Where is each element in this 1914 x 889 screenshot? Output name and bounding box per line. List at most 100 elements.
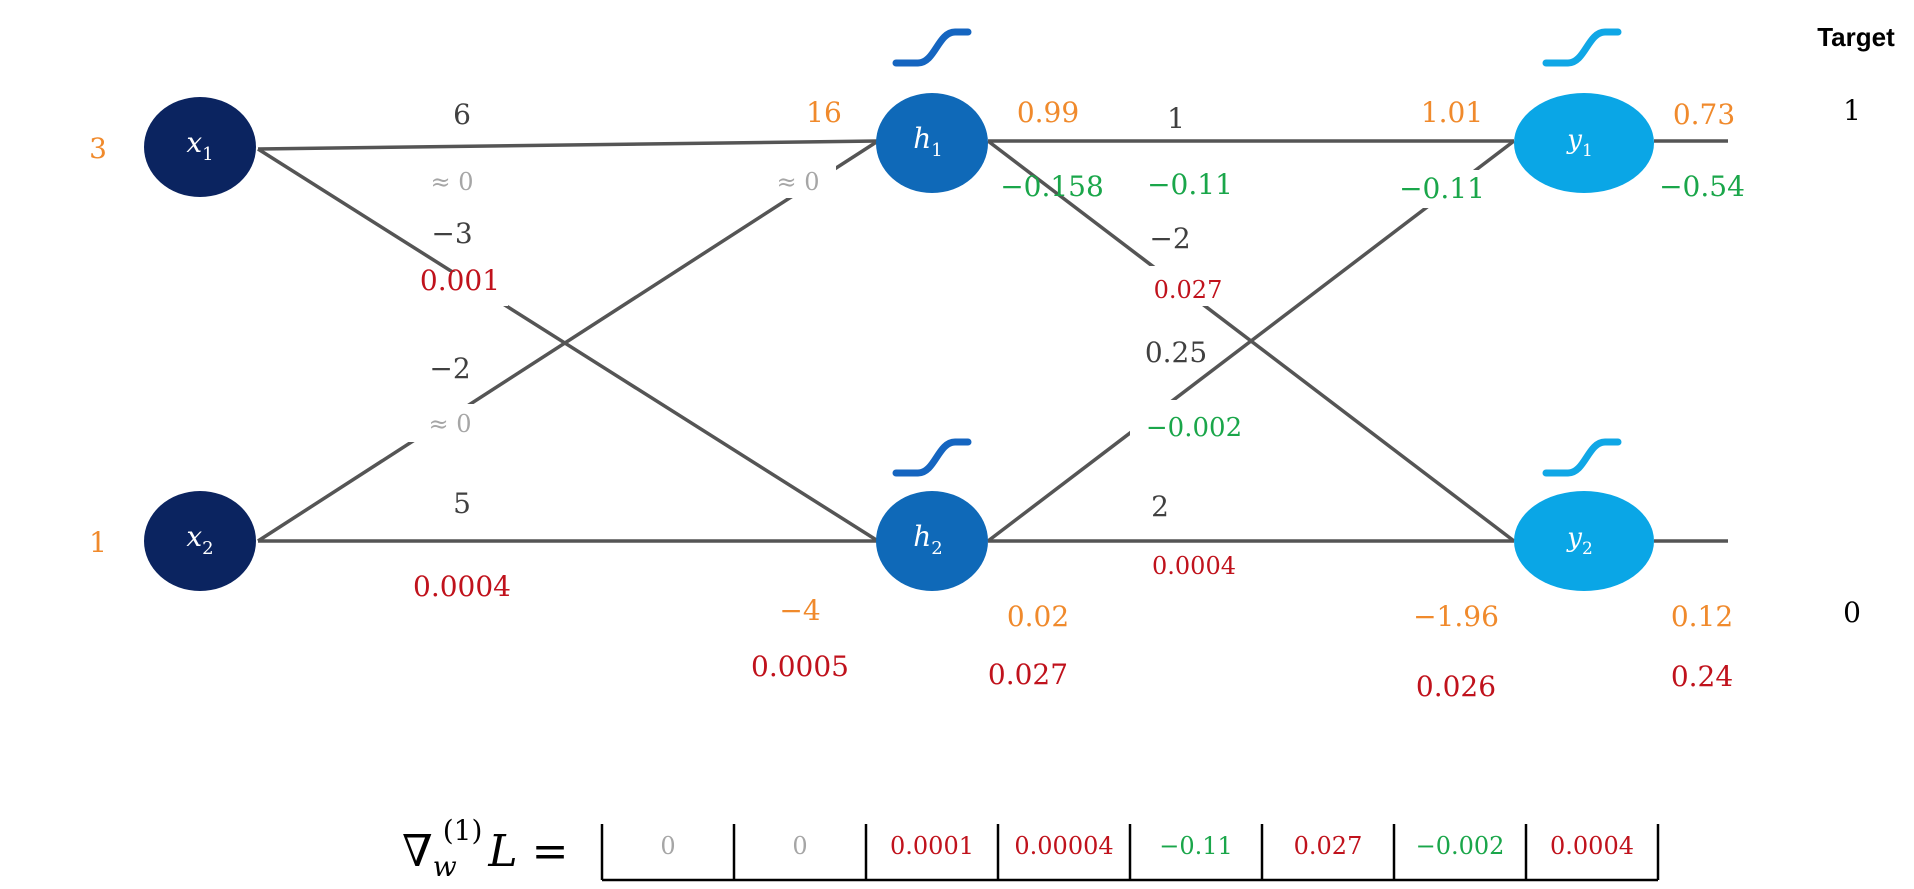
node-h1: h1 <box>876 93 988 193</box>
h2-activation-gradient: 0.027 <box>988 658 1068 691</box>
red-gradients-small: 0.027 0.0004 <box>1152 276 1236 580</box>
node-h2-sub: 2 <box>931 538 942 559</box>
y1-activation: 0.73 <box>1673 98 1735 131</box>
y1-pre-activation: 1.01 <box>1421 96 1483 129</box>
y2-pre-activation-gradient: 0.026 <box>1416 670 1496 703</box>
node-y1: y1 <box>1514 93 1654 193</box>
gradient-sub: w <box>433 850 457 883</box>
y1-pre-activation-gradient: −0.11 <box>1399 172 1485 205</box>
h1-activation-gradient: −0.158 <box>1000 170 1104 203</box>
vector-cell-value: 0.027 <box>1294 832 1363 860</box>
h2-activation: 0.02 <box>1007 600 1069 633</box>
forward-values: 16 0.99 1.01 0.73 −4 0.02 −1.96 0.12 <box>779 96 1735 633</box>
svg-text:y1: y1 <box>1566 125 1593 161</box>
vector-cell-value: 0.00004 <box>1014 832 1113 860</box>
target-column: Target 1 0 <box>1817 22 1895 629</box>
gradient-h1-y1: −0.11 <box>1147 168 1233 201</box>
node-x1: x1 <box>144 97 256 197</box>
gradient-vector-table: 0 0 0.0001 0.00004 −0.11 0.027 −0.002 0.0004 <box>600 824 1660 882</box>
activation-icons <box>892 28 1622 477</box>
edge-x2-h1 <box>257 139 879 543</box>
network-nodes: x1 x2 h1 h2 y1 y2 <box>144 93 1654 591</box>
gradient-x2-h1-upper: ≈ 0 <box>776 168 819 196</box>
target-y1: 1 <box>1843 94 1861 127</box>
target-header: Target <box>1817 22 1895 52</box>
vector-cell-value: 0.0001 <box>890 832 974 860</box>
gradient-x2-h1: ≈ 0 <box>428 410 471 438</box>
target-y2: 0 <box>1843 596 1861 629</box>
node-x2-name: x <box>186 520 202 553</box>
node-y1-sub: 1 <box>1582 141 1593 161</box>
y2-activation-gradient: 0.24 <box>1671 660 1733 693</box>
h1-activation: 0.99 <box>1017 96 1079 129</box>
svg-text:h1: h1 <box>913 122 943 161</box>
node-x2: x2 <box>144 491 256 591</box>
weight-h1-y2: −2 <box>1149 222 1190 255</box>
weight-h2-y2: 2 <box>1151 490 1169 523</box>
gradient-h1-y2: 0.027 <box>1154 276 1223 304</box>
label-backgrounds <box>384 160 1494 588</box>
gradient-h2-y2: 0.0004 <box>1152 552 1236 580</box>
gradient-x1-h1: ≈ 0 <box>430 168 473 196</box>
h2-pre-activation-gradient: 0.0005 <box>751 650 849 683</box>
node-y1-circle <box>1514 93 1654 193</box>
node-h2-name: h <box>913 520 931 553</box>
sigmoid-curve-icon <box>1542 28 1622 67</box>
gradient-h2-y1: −0.002 <box>1146 413 1242 443</box>
vector-cell-value: 0 <box>792 832 807 860</box>
vector-cell-value: −0.002 <box>1416 832 1505 860</box>
edge-x1-h2 <box>257 147 879 543</box>
sigmoid-curve-icon <box>1542 438 1622 477</box>
weight-x2-h1: −2 <box>429 352 470 385</box>
node-y2: y2 <box>1514 491 1654 591</box>
node-h1-sub: 1 <box>931 140 942 161</box>
weight-h1-y1: 1 <box>1167 102 1185 135</box>
node-x1-name: x <box>186 126 202 159</box>
gradient-sup: (1) <box>443 814 483 847</box>
node-y2-sub: 2 <box>1582 539 1593 559</box>
svg-text:x2: x2 <box>186 520 213 559</box>
sigmoid-curve-icon <box>892 438 972 477</box>
svg-text:h2: h2 <box>913 520 943 559</box>
vector-cell-value: 0.0004 <box>1550 832 1634 860</box>
y2-pre-activation: −1.96 <box>1413 600 1499 633</box>
node-h2: h2 <box>876 491 988 591</box>
gradient-rest: L = <box>487 826 568 877</box>
y1-activation-gradient: −0.54 <box>1659 170 1745 203</box>
gradient-x1-h2: 0.001 <box>420 264 500 297</box>
node-x2-circle <box>144 491 256 591</box>
network-edges <box>257 139 1728 543</box>
nabla-symbol: ∇ <box>402 826 433 877</box>
node-x1-circle <box>144 97 256 197</box>
weight-x2-h2: 5 <box>453 487 471 520</box>
sigmoid-curve-icon <box>892 28 972 67</box>
weight-x1-h1: 6 <box>453 98 471 131</box>
vector-cell-value: −0.11 <box>1159 832 1233 860</box>
weights: 6 −3 −2 5 1 −2 0.25 2 <box>429 98 1207 523</box>
node-x1-sub: 1 <box>202 144 213 165</box>
svg-text:y2: y2 <box>1566 523 1593 559</box>
node-x2-sub: 2 <box>202 538 213 559</box>
near-zero-gradients: ≈ 0 ≈ 0 ≈ 0 <box>428 168 819 438</box>
weight-x1-h2: −3 <box>431 217 472 250</box>
x2-input-value: 1 <box>89 526 107 559</box>
node-h1-circle <box>876 93 988 193</box>
vector-cell-value: 0 <box>660 832 675 860</box>
node-y1-name: y <box>1566 125 1582 155</box>
gradient-vector-label: ∇w(1) L = <box>402 814 568 883</box>
weight-h2-y1: 0.25 <box>1145 336 1207 369</box>
svg-text:x1: x1 <box>186 126 213 165</box>
input-values: 3 1 <box>89 132 107 559</box>
edge-x1-h1 <box>257 139 879 151</box>
red-gradients: 0.001 0.0004 0.0005 0.027 0.026 0.24 <box>413 264 1733 703</box>
gradient-x2-h2: 0.0004 <box>413 570 511 603</box>
node-y2-name: y <box>1566 523 1582 553</box>
x1-input-value: 3 <box>89 132 107 165</box>
node-h1-name: h <box>913 122 931 155</box>
y2-activation: 0.12 <box>1671 600 1733 633</box>
node-h2-circle <box>876 491 988 591</box>
green-gradients: −0.158 −0.11 −0.11 −0.54 <box>1000 168 1745 205</box>
h1-pre-activation: 16 <box>806 96 842 129</box>
node-y2-circle <box>1514 491 1654 591</box>
